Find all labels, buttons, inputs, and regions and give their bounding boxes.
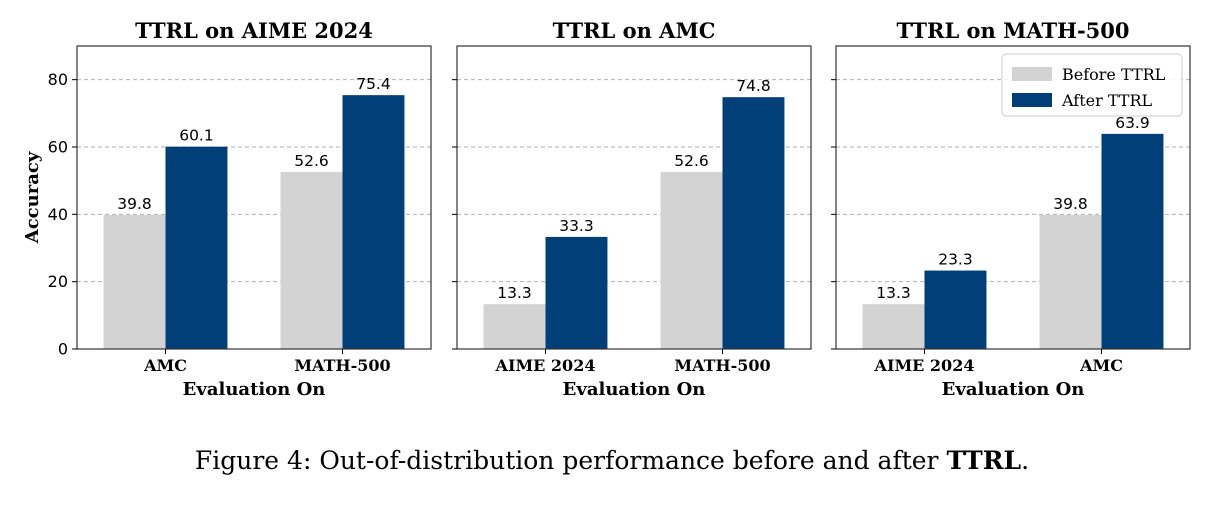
data-label: 52.6 [294, 152, 329, 170]
x-axis-label: Evaluation On [563, 379, 706, 400]
y-tick-label: 40 [48, 205, 68, 224]
plot-frame [76, 45, 432, 350]
y-tick-label: 20 [48, 272, 68, 291]
panel-title: TTRL on AIME 2024 [135, 18, 373, 43]
data-label: 13.3 [876, 284, 911, 302]
chart-svg: 39.8 60.1 AMC 52.6 75.4 MATH-500 0 20 40 60 80 TTRL… [22, 18, 1191, 400]
legend-label: Before TTRL [1062, 65, 1166, 84]
bar [660, 171, 723, 349]
bar [342, 95, 405, 349]
bar [280, 171, 343, 349]
bar [545, 236, 608, 349]
panel-title: TTRL on AMC [553, 18, 716, 43]
caption-bold: TTRL [946, 446, 1022, 475]
data-label: 52.6 [674, 152, 709, 170]
bar [862, 304, 925, 349]
panel-title: TTRL on MATH-500 [896, 18, 1129, 43]
y-tick-label: 80 [48, 70, 68, 89]
data-label: 74.8 [736, 77, 771, 95]
bar [1039, 215, 1102, 349]
legend-label: After TTRL [1061, 91, 1153, 110]
x-tick-label: AMC [1079, 356, 1123, 375]
data-label: 60.1 [179, 127, 214, 145]
bar [483, 304, 546, 349]
y-axis-label: Accuracy [22, 151, 43, 244]
data-label: 13.3 [497, 284, 532, 302]
x-axis-label: Evaluation On [183, 379, 326, 400]
x-tick-label: AIME 2024 [495, 356, 596, 375]
bar [103, 215, 166, 349]
y-tick-label: 60 [48, 138, 68, 157]
caption-prefix: Figure 4: Out-of-distribution performanc… [194, 446, 947, 475]
x-tick-label: MATH-500 [674, 356, 770, 375]
legend-swatch [1012, 93, 1052, 107]
x-tick-label: AMC [143, 356, 187, 375]
data-label: 75.4 [356, 75, 391, 93]
x-tick-label: MATH-500 [294, 356, 390, 375]
legend-swatch [1012, 67, 1052, 81]
data-label: 63.9 [1115, 114, 1150, 132]
plot-frame [456, 45, 812, 350]
data-label: 39.8 [1053, 195, 1088, 213]
data-label: 39.8 [117, 195, 152, 213]
x-axis-label: Evaluation On [942, 379, 1085, 400]
figure-caption: Figure 4: Out-of-distribution performanc… [0, 446, 1224, 475]
data-label: 23.3 [938, 251, 973, 269]
bar [924, 270, 987, 349]
bar [1101, 133, 1164, 349]
bar [722, 97, 785, 349]
y-tick-label: 0 [58, 340, 68, 359]
x-tick-label: AIME 2024 [874, 356, 975, 375]
bar [165, 146, 228, 349]
data-label: 33.3 [559, 217, 594, 235]
plot-frame [835, 45, 1191, 350]
caption-suffix: . [1021, 446, 1030, 475]
